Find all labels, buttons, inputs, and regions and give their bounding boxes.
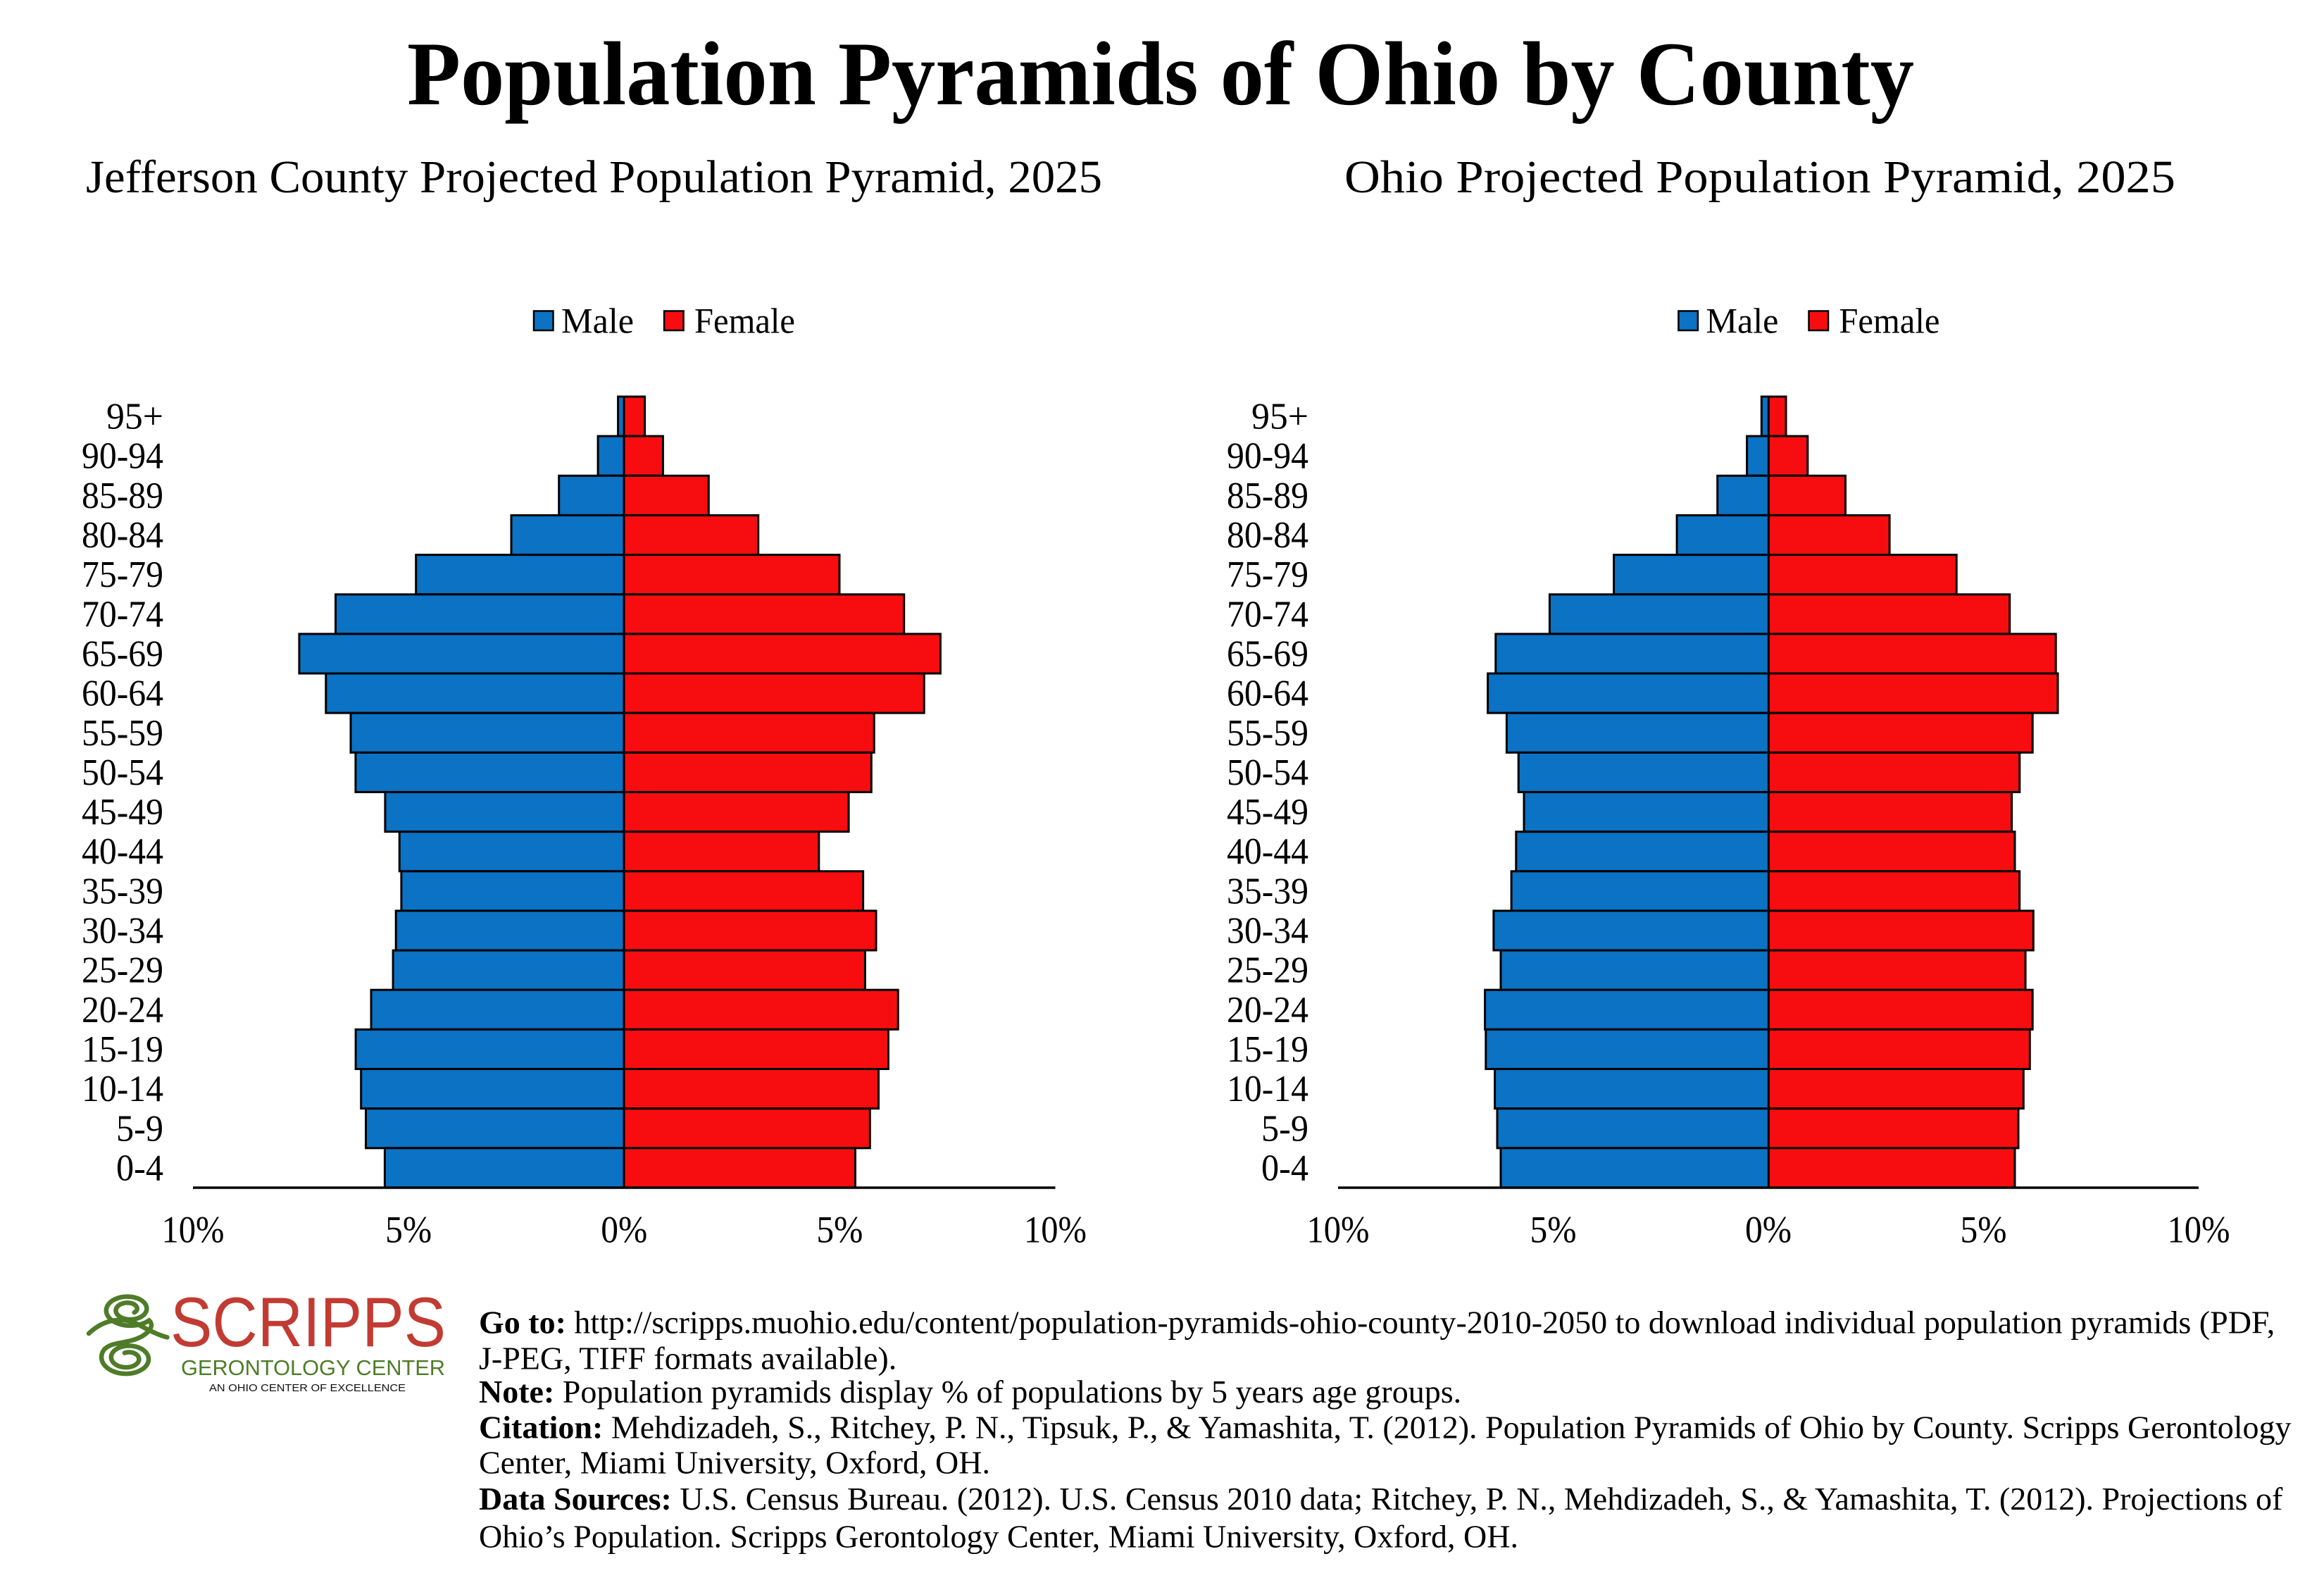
- svg-text:40-44: 40-44: [82, 831, 163, 872]
- svg-text:10%: 10%: [1024, 1209, 1087, 1251]
- svg-text:0-4: 0-4: [1261, 1148, 1308, 1188]
- svg-text:AN OHIO CENTER OF EXCELLENCE: AN OHIO CENTER OF EXCELLENCE: [209, 1382, 406, 1394]
- svg-text:15-19: 15-19: [1227, 1029, 1308, 1070]
- svg-text:0-4: 0-4: [116, 1148, 163, 1188]
- svg-text:Male: Male: [561, 302, 634, 342]
- svg-text:5%: 5%: [385, 1209, 432, 1251]
- svg-text:65-69: 65-69: [1227, 634, 1308, 675]
- svg-text:5-9: 5-9: [116, 1108, 163, 1149]
- svg-text:5-9: 5-9: [1261, 1108, 1308, 1149]
- svg-text:Ohio’s Population. Scripps Ger: Ohio’s Population. Scripps Gerontology C…: [479, 1519, 1518, 1555]
- svg-text:45-49: 45-49: [1227, 792, 1308, 833]
- svg-text:85-89: 85-89: [82, 476, 163, 516]
- svg-text:10-14: 10-14: [82, 1069, 163, 1110]
- svg-text:80-84: 80-84: [82, 515, 163, 556]
- svg-text:J-PEG, TIFF formats available): J-PEG, TIFF formats available).: [479, 1340, 897, 1376]
- svg-text:30-34: 30-34: [82, 911, 163, 952]
- svg-text:80-84: 80-84: [1227, 515, 1308, 556]
- svg-text:Population Pyramids of Ohio by: Population Pyramids of Ohio by County: [407, 23, 1914, 124]
- svg-text:10-14: 10-14: [1227, 1069, 1308, 1110]
- svg-text:5%: 5%: [816, 1209, 863, 1251]
- svg-text:Go to: http://scripps.muohio.e: Go to: http://scripps.muohio.edu/content…: [479, 1305, 2275, 1341]
- svg-text:70-74: 70-74: [82, 594, 163, 635]
- svg-text:10%: 10%: [2168, 1209, 2230, 1251]
- svg-text:55-59: 55-59: [1227, 713, 1308, 754]
- svg-text:45-49: 45-49: [82, 792, 163, 833]
- svg-text:25-29: 25-29: [82, 950, 163, 991]
- svg-text:Data Sources: U.S. Census Bure: Data Sources: U.S. Census Bureau. (2012)…: [479, 1481, 2283, 1517]
- svg-text:90-94: 90-94: [82, 436, 163, 477]
- svg-text:Male: Male: [1706, 302, 1778, 342]
- svg-text:Citation: Mehdizadeh, S., Ritc: Citation: Mehdizadeh, S., Ritchey, P. N.…: [479, 1410, 2291, 1446]
- svg-text:Female: Female: [694, 302, 795, 342]
- svg-text:20-24: 20-24: [1227, 990, 1308, 1031]
- svg-text:50-54: 50-54: [82, 752, 163, 793]
- svg-text:55-59: 55-59: [82, 713, 163, 754]
- svg-text:95+: 95+: [106, 397, 163, 437]
- svg-text:GERONTOLOGY CENTER: GERONTOLOGY CENTER: [181, 1355, 445, 1380]
- svg-text:85-89: 85-89: [1227, 476, 1308, 516]
- svg-text:90-94: 90-94: [1227, 436, 1308, 477]
- svg-text:10%: 10%: [162, 1209, 225, 1251]
- svg-text:95+: 95+: [1251, 397, 1308, 437]
- svg-text:Note: Population pyramids disp: Note: Population pyramids display % of p…: [479, 1374, 1461, 1410]
- svg-text:SCRIPPS: SCRIPPS: [170, 1283, 446, 1361]
- svg-text:Female: Female: [1839, 302, 1939, 342]
- svg-text:70-74: 70-74: [1227, 594, 1308, 635]
- svg-text:30-34: 30-34: [1227, 911, 1308, 952]
- svg-text:50-54: 50-54: [1227, 752, 1308, 793]
- svg-text:65-69: 65-69: [82, 634, 163, 675]
- svg-text:Center, Miami University, Oxfo: Center, Miami University, Oxford, OH.: [479, 1445, 990, 1481]
- svg-text:5%: 5%: [1961, 1209, 2007, 1251]
- svg-text:Jefferson County Projected Pop: Jefferson County Projected Population Py…: [86, 151, 1102, 203]
- svg-text:25-29: 25-29: [1227, 950, 1308, 991]
- svg-text:20-24: 20-24: [82, 990, 163, 1031]
- svg-text:75-79: 75-79: [1227, 554, 1308, 595]
- svg-text:10%: 10%: [1307, 1209, 1370, 1251]
- svg-text:40-44: 40-44: [1227, 831, 1308, 872]
- svg-text:35-39: 35-39: [1227, 871, 1308, 912]
- svg-text:35-39: 35-39: [82, 871, 163, 912]
- svg-text:Ohio Projected Population Pyra: Ohio Projected Population Pyramid, 2025: [1344, 151, 2175, 203]
- svg-text:5%: 5%: [1530, 1209, 1577, 1251]
- svg-text:0%: 0%: [601, 1209, 647, 1251]
- svg-text:60-64: 60-64: [1227, 673, 1308, 714]
- svg-text:75-79: 75-79: [82, 554, 163, 595]
- svg-text:60-64: 60-64: [82, 673, 163, 714]
- svg-text:0%: 0%: [1745, 1209, 1792, 1251]
- svg-text:15-19: 15-19: [82, 1029, 163, 1070]
